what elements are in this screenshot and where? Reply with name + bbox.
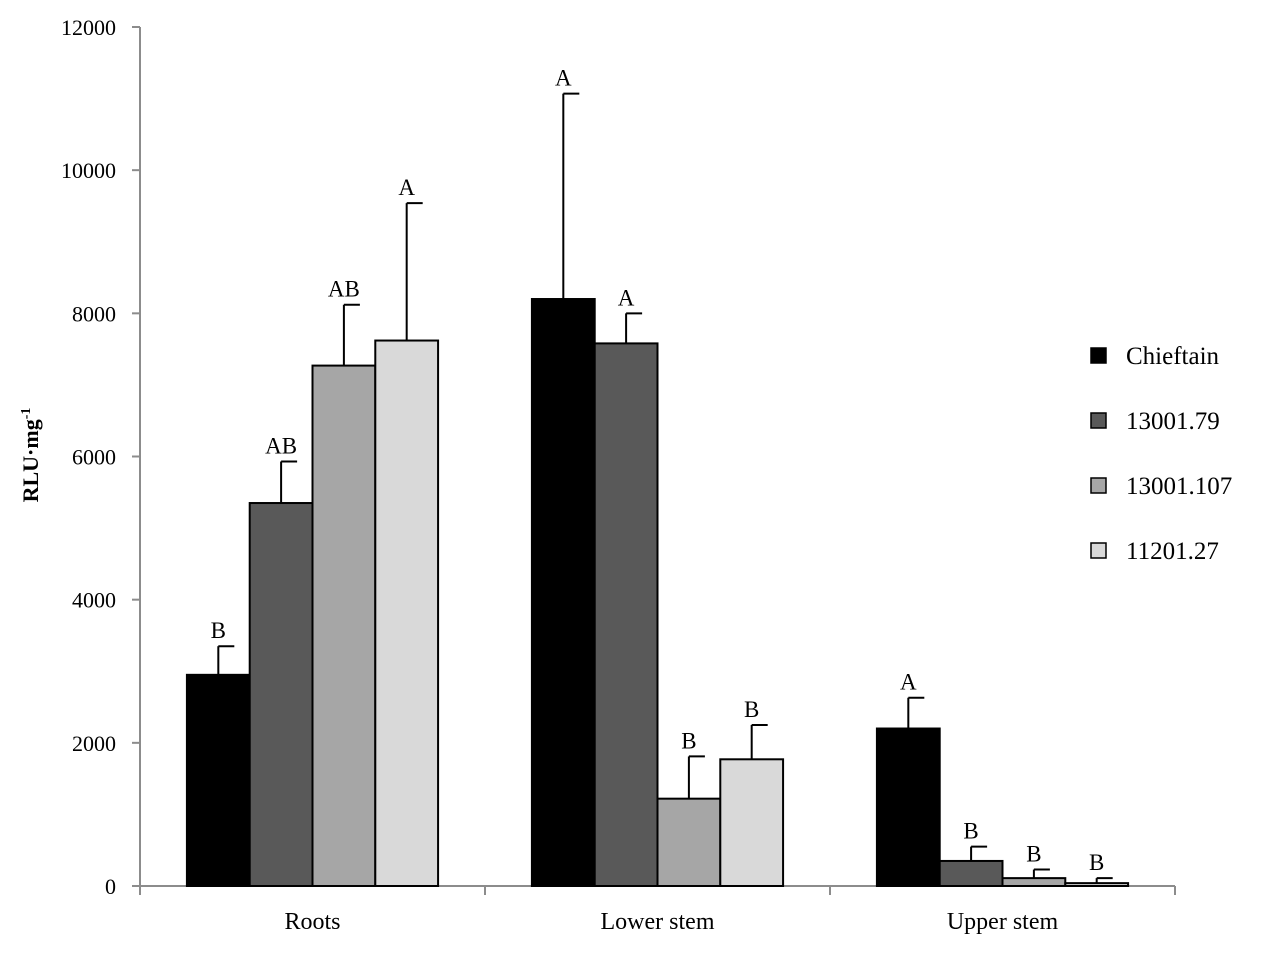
significance-label: A	[900, 670, 917, 695]
x-axis: Roots Lower stem Upper stem	[139, 885, 1176, 935]
x-tick-label: Roots	[284, 909, 340, 935]
legend: Chieftain 13001.79 13001.107 11201.27	[1090, 343, 1232, 565]
y-tick-label: 10000	[61, 158, 116, 183]
error-bars	[217, 92, 1113, 884]
significance-label: B	[1026, 842, 1041, 867]
bars	[185, 298, 1130, 888]
significance-label: B	[681, 728, 696, 753]
y-axis-title-superscript: -1	[19, 408, 34, 420]
legend-swatch	[1090, 412, 1107, 429]
significance-label: B	[744, 697, 759, 722]
bar	[311, 364, 377, 887]
bar	[719, 758, 785, 887]
legend-label: 11201.27	[1126, 538, 1219, 565]
bar	[593, 342, 659, 888]
legend-swatch	[1090, 347, 1107, 364]
y-tick-label: 4000	[72, 588, 116, 613]
y-tick-label: 12000	[61, 15, 116, 40]
significance-label: B	[1089, 850, 1104, 875]
x-tick-label: Upper stem	[947, 909, 1059, 935]
significance-label: A	[398, 175, 415, 200]
legend-label: 13001.107	[1126, 473, 1232, 500]
y-tick-label: 2000	[72, 731, 116, 756]
significance-label: B	[963, 819, 978, 844]
bar	[248, 502, 314, 887]
significance-label: A	[618, 285, 635, 310]
bar	[656, 797, 722, 887]
legend-swatch	[1090, 477, 1107, 494]
legend-swatch	[1090, 542, 1107, 559]
y-tick-label: 0	[105, 874, 116, 899]
y-axis: 0 2000 4000 6000 8000 10000 12000	[61, 15, 141, 899]
y-axis-title: RLU·mg-1	[18, 408, 43, 503]
bar	[374, 339, 440, 888]
significance-label: AB	[328, 277, 360, 302]
bar	[938, 859, 1004, 888]
bar	[185, 673, 251, 887]
y-tick-label: 8000	[72, 301, 116, 326]
bar	[1064, 882, 1130, 887]
x-tick-label: Lower stem	[601, 909, 715, 935]
bar	[1001, 877, 1067, 888]
y-axis-title-main: RLU·mg	[18, 419, 43, 502]
y-tick-label: 6000	[72, 445, 116, 470]
legend-label: 13001.79	[1126, 408, 1220, 435]
significance-label: A	[555, 66, 572, 91]
bar	[530, 298, 596, 887]
significance-label: B	[211, 618, 226, 643]
bar	[875, 727, 941, 887]
significance-label: AB	[265, 434, 297, 459]
legend-label: Chieftain	[1126, 343, 1220, 370]
